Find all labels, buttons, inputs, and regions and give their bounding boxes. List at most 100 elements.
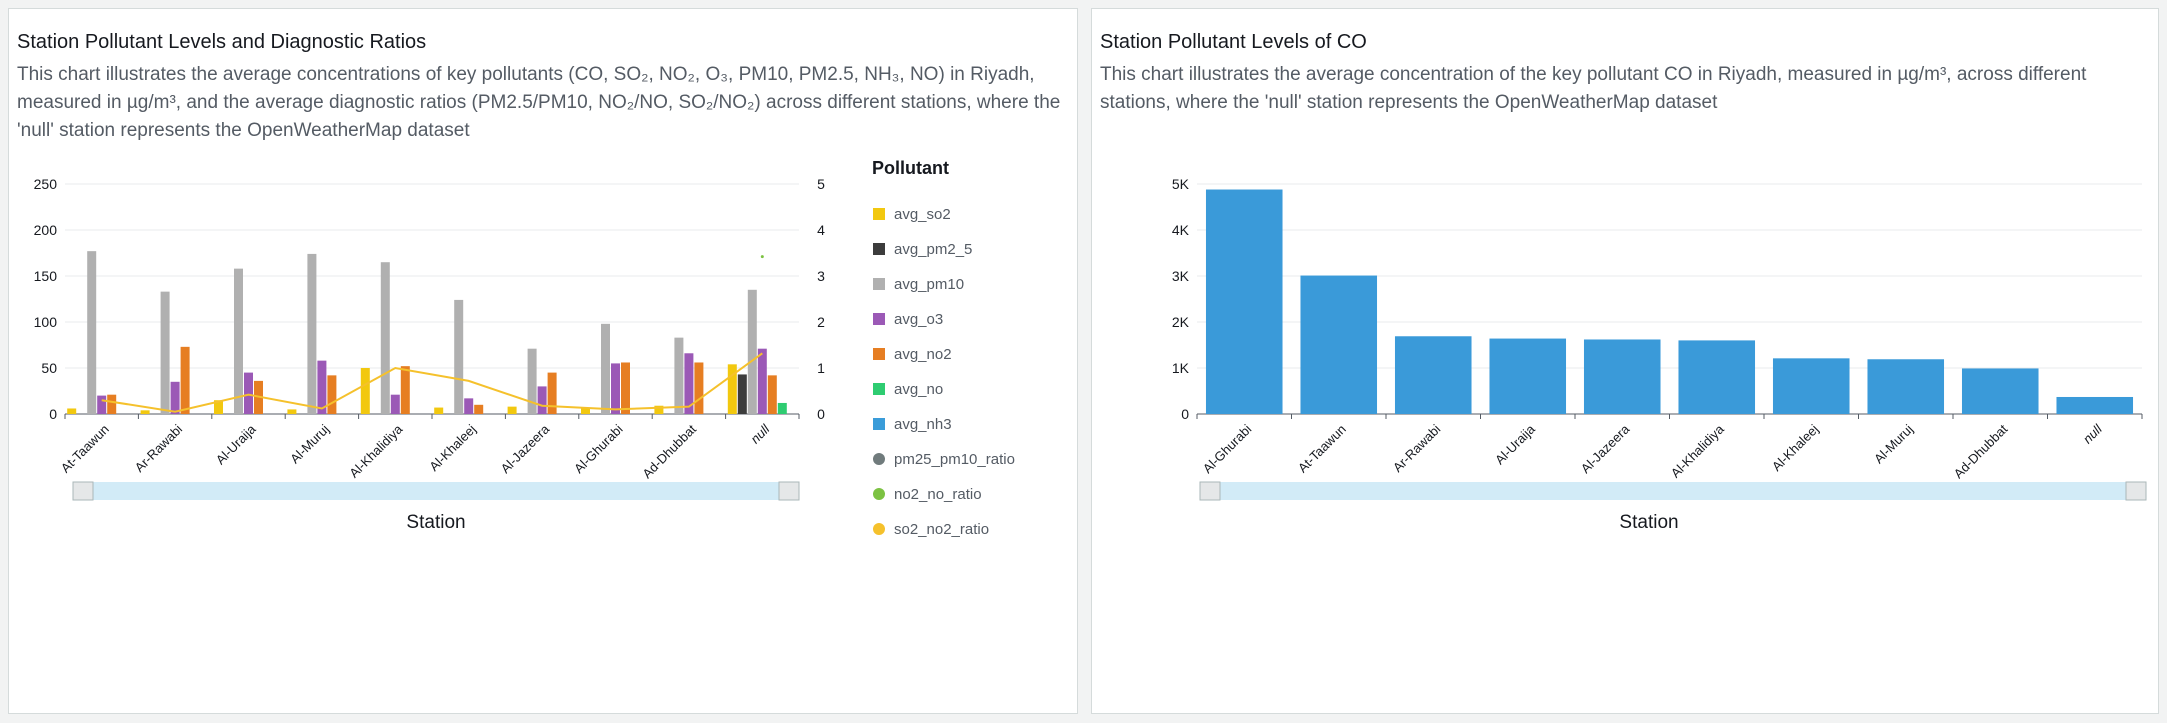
legend-swatch[interactable] (873, 418, 885, 430)
bar-avg_pm10[interactable] (380, 262, 390, 414)
bar-avg_so2[interactable] (67, 408, 77, 414)
bar-avg_no2[interactable] (694, 362, 704, 414)
scrollbar-right-handle[interactable] (778, 481, 800, 501)
scrollbar-track[interactable] (1200, 482, 2146, 500)
bar-co[interactable] (2056, 396, 2134, 414)
bar-avg_pm10[interactable] (307, 253, 317, 414)
y-tick-label: 0 (49, 406, 57, 422)
bar-avg_so2[interactable] (507, 406, 517, 414)
chart-title: Station Pollutant Levels and Diagnostic … (17, 31, 427, 53)
scrollbar-left-handle[interactable] (1199, 481, 1221, 501)
bar-co[interactable] (1205, 189, 1283, 414)
legend-label[interactable]: avg_no2 (894, 346, 952, 363)
bar-avg_pm10[interactable] (674, 337, 684, 414)
bar-avg_so2[interactable] (287, 409, 297, 414)
legend-title: Pollutant (872, 158, 949, 178)
bar-avg_o3[interactable] (97, 395, 107, 414)
x-tick-label: Ar-Rawabi (132, 421, 186, 475)
legend-swatch[interactable] (873, 523, 885, 535)
legend-label[interactable]: avg_nh3 (894, 416, 952, 433)
legend-swatch[interactable] (873, 208, 885, 220)
legend-swatch[interactable] (873, 348, 885, 360)
bar-avg_pm10[interactable] (234, 268, 243, 414)
legend-label[interactable]: so2_no2_ratio (894, 521, 989, 538)
y-tick-label: 1K (1172, 360, 1190, 376)
bar-co[interactable] (1867, 359, 1945, 414)
scrollbar-track[interactable] (73, 482, 799, 500)
line-so2_no2_ratio[interactable] (101, 352, 763, 413)
x-tick-label: Al-Uraija (213, 421, 259, 467)
y-tick-label: 2K (1172, 314, 1190, 330)
bar-avg_o3[interactable] (537, 386, 547, 414)
bar-co[interactable] (1300, 275, 1378, 414)
bar-avg_o3[interactable] (684, 353, 694, 414)
legend-label[interactable]: avg_so2 (894, 206, 951, 223)
bar-avg_no2[interactable] (621, 362, 630, 414)
bar-avg_so2[interactable] (140, 410, 150, 414)
bar-avg_o3[interactable] (244, 372, 253, 414)
bar-co[interactable] (1678, 340, 1756, 414)
x-tick-label: Al-Khaleej (426, 421, 479, 474)
y-tick-label: 100 (34, 314, 58, 330)
pollutant-levels-chart: 0 50 100 150 200 250 0 1 2 3 4 5 At-Taawun Ar-Rawabi A… (34, 158, 1015, 538)
x-tick-label: Al-Ghurabi (571, 421, 626, 476)
bar-avg_no2[interactable] (400, 366, 410, 414)
legend-label[interactable]: avg_o3 (894, 311, 943, 328)
bar-avg_o3[interactable] (170, 381, 180, 414)
legend-label[interactable]: avg_pm2_5 (894, 241, 972, 258)
legend-label[interactable]: pm25_pm10_ratio (894, 451, 1015, 468)
y2-tick-label: 1 (817, 360, 825, 376)
y-tick-label: 150 (34, 268, 58, 284)
bar-avg_no2[interactable] (767, 375, 777, 414)
bar-avg_no2[interactable] (474, 404, 484, 414)
legend-label[interactable]: no2_no_ratio (894, 486, 982, 503)
bar-co[interactable] (1394, 336, 1472, 414)
bar-co[interactable] (1583, 339, 1661, 414)
bar-avg_so2[interactable] (727, 364, 737, 414)
x-tick-label: Al-Muruj (1871, 421, 1916, 466)
legend-swatch[interactable] (873, 278, 885, 290)
bar-avg_o3[interactable] (757, 348, 767, 414)
x-axis-title: Station (1619, 512, 1678, 533)
bar-avg_pm10[interactable] (527, 348, 537, 414)
x-tick-label: Ar-Rawabi (1390, 421, 1444, 475)
bar-avg_pm2_5[interactable] (737, 374, 747, 414)
legend-label[interactable]: avg_no (894, 381, 943, 398)
bar-co[interactable] (1961, 368, 2039, 414)
y-tick-label: 250 (34, 176, 58, 192)
point-no2_no_ratio[interactable] (760, 255, 764, 259)
legend-swatch[interactable] (873, 488, 885, 500)
bar-avg_o3[interactable] (390, 394, 400, 414)
y-tick-label: 50 (41, 360, 57, 376)
bar-avg_so2[interactable] (581, 408, 590, 414)
y2-tick-label: 5 (817, 176, 825, 192)
bar-avg_so2[interactable] (654, 405, 664, 414)
bar-co[interactable] (1489, 338, 1567, 414)
bar-avg_no2[interactable] (327, 375, 337, 414)
x-tick-label: Al-Uraija (1492, 421, 1538, 467)
legend-swatch[interactable] (873, 243, 885, 255)
bar-avg_o3[interactable] (464, 398, 474, 414)
x-tick-label: Al-Ghurabi (1200, 421, 1255, 476)
bar-avg_no2[interactable] (180, 346, 190, 414)
bar-avg_so2[interactable] (434, 407, 444, 414)
bar-avg_so2[interactable] (360, 368, 370, 414)
legend-swatch[interactable] (873, 313, 885, 325)
bar-avg_pm10[interactable] (454, 299, 464, 414)
bar-avg_o3[interactable] (317, 360, 327, 414)
bar-avg_pm10[interactable] (601, 323, 610, 414)
bar-avg_o3[interactable] (611, 363, 620, 414)
scrollbar-right-handle[interactable] (2125, 481, 2147, 501)
bar-avg_no2[interactable] (107, 394, 117, 414)
bar-avg_no2[interactable] (547, 372, 557, 414)
bar-avg_so2[interactable] (214, 400, 223, 414)
bar-avg_pm10[interactable] (747, 289, 757, 414)
legend-swatch[interactable] (873, 383, 885, 395)
legend-label[interactable]: avg_pm10 (894, 276, 964, 293)
scrollbar-left-handle[interactable] (72, 481, 94, 501)
bar-co[interactable] (1772, 358, 1850, 414)
bar-avg_pm10[interactable] (160, 291, 170, 414)
bar-avg_pm10[interactable] (87, 251, 97, 414)
bar-avg_no[interactable] (777, 402, 787, 414)
legend-swatch[interactable] (873, 453, 885, 465)
